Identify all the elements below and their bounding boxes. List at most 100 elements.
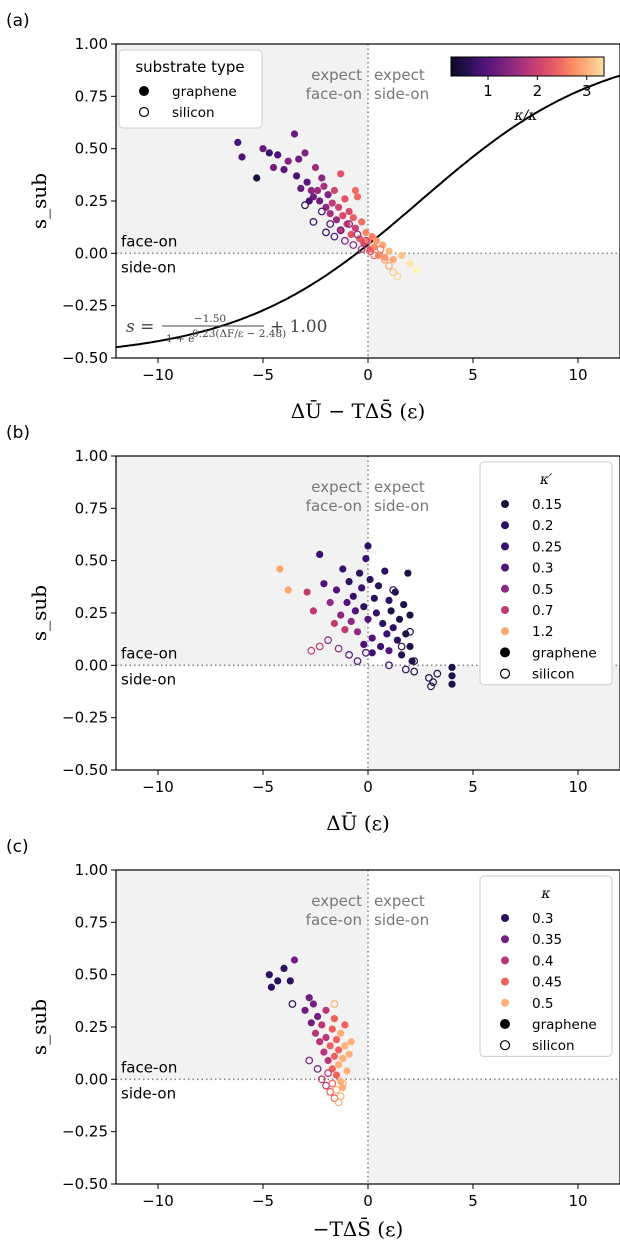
- data-point-graphene: [448, 663, 456, 672]
- y-tick-label: −0.50: [62, 1175, 108, 1193]
- data-point-silicon: [309, 217, 318, 226]
- data-point-graphene: [398, 251, 406, 259]
- data-point-graphene: [290, 130, 299, 138]
- data-point-graphene: [330, 619, 338, 628]
- data-point-silicon: [397, 642, 406, 651]
- data-point-silicon: [410, 657, 419, 665]
- colorbar-tick-label: 3: [582, 82, 592, 100]
- data-point-graphene: [234, 138, 242, 146]
- x-tick-label: −10: [142, 778, 174, 796]
- legend-marker-silicon: [138, 106, 150, 118]
- equation-denominator: 1 + e: [166, 333, 194, 345]
- data-point-graphene: [320, 1048, 328, 1056]
- legend-label: 0.5: [532, 996, 553, 1012]
- x-tick-label: −10: [142, 366, 174, 384]
- data-point-silicon: [341, 236, 349, 245]
- data-point-graphene: [284, 157, 292, 165]
- data-point-graphene: [364, 542, 372, 550]
- colorbar: 1 2 3 κ/κ′: [450, 56, 605, 124]
- data-point-graphene: [341, 626, 349, 634]
- y-tick-label: 0.25: [75, 604, 108, 622]
- face-on-label: face-on: [121, 232, 177, 250]
- sigmoid-fit-curve: [116, 74, 620, 349]
- data-point-graphene: [335, 203, 343, 211]
- data-point-silicon: [425, 674, 433, 682]
- side-on-label: side-on: [121, 670, 176, 688]
- data-point-graphene: [353, 628, 362, 636]
- y-axis-label: s_sub: [27, 585, 51, 641]
- y-tick-label: −0.25: [62, 709, 108, 727]
- data-point-graphene: [389, 256, 397, 264]
- colorbar-gradient: [450, 56, 605, 77]
- y-tick-label: 0.50: [75, 966, 108, 984]
- data-point-graphene: [353, 193, 362, 201]
- data-point-silicon: [315, 642, 324, 651]
- data-point-graphene: [377, 642, 385, 651]
- data-point-graphene: [389, 624, 397, 632]
- data-point-graphene: [337, 611, 345, 619]
- data-point-graphene: [316, 197, 324, 205]
- x-axis-label: −TΔS̄ (ε): [313, 1216, 404, 1241]
- data-point-graphene: [360, 603, 368, 611]
- shaded-region-bottom-right: [368, 1079, 620, 1184]
- data-point-graphene: [362, 555, 370, 563]
- data-point-silicon: [330, 1000, 339, 1008]
- colorbar-tick-label: 1: [483, 82, 493, 100]
- data-point-graphene: [358, 218, 366, 226]
- data-point-silicon: [317, 207, 326, 216]
- data-point-graphene: [265, 971, 273, 979]
- legend-marker-graphene: [139, 86, 149, 96]
- data-point-graphene: [398, 651, 406, 659]
- y-tick-label: 0.00: [75, 656, 108, 674]
- data-point-graphene: [385, 647, 393, 655]
- data-point-silicon: [305, 1056, 314, 1065]
- panel-b: −0.50 −0.25 0.00 0.25 0.50 0.75 1.00 −10 −5 0 5 10 (…: [6, 423, 620, 835]
- data-point-graphene: [406, 611, 414, 619]
- data-point-graphene: [303, 178, 311, 186]
- data-point-silicon: [427, 682, 435, 691]
- data-point-graphene: [374, 582, 383, 590]
- legend-marker-graphene: [500, 647, 510, 658]
- data-point-silicon: [401, 665, 410, 674]
- data-point-silicon: [324, 636, 333, 645]
- expect-side-on-line1: expect: [374, 478, 425, 496]
- data-point-graphene: [316, 1038, 324, 1046]
- data-point-graphene: [339, 565, 347, 573]
- x-tick-label: −10: [142, 1192, 174, 1210]
- data-point-silicon: [389, 586, 398, 594]
- expect-face-on-line2: face-on: [306, 911, 362, 929]
- x-tick-label: 0: [363, 778, 373, 796]
- data-point-graphene: [328, 1025, 336, 1033]
- data-point-graphene: [408, 657, 416, 665]
- legend-title: substrate type: [135, 58, 244, 76]
- legend-label: 0.3: [532, 561, 553, 577]
- data-point-silicon: [353, 657, 362, 665]
- data-point-graphene: [290, 956, 299, 964]
- data-point-graphene: [314, 1012, 322, 1021]
- data-point-silicon: [376, 245, 385, 254]
- expect-side-on-line1: expect: [374, 66, 425, 84]
- data-point-silicon: [313, 1064, 322, 1073]
- x-tick-label: 0: [363, 366, 373, 384]
- y-tick-label: 0.25: [75, 1018, 108, 1036]
- data-point-silicon: [322, 1081, 330, 1090]
- legend-label: 0.7: [532, 603, 553, 619]
- data-point-graphene: [293, 172, 301, 180]
- data-point-graphene: [341, 1021, 349, 1029]
- panel-c: −0.50 −0.25 0.00 0.25 0.50 0.75 1.00 −10 −5 0 5 10 (…: [6, 837, 620, 1241]
- data-point-graphene: [356, 569, 364, 577]
- data-point-graphene: [311, 163, 320, 172]
- expect-side-on-line2: side-on: [374, 497, 429, 515]
- data-point-silicon: [393, 272, 402, 281]
- data-point-graphene: [379, 619, 387, 628]
- legend-marker-color: [501, 542, 509, 551]
- data-point-graphene: [347, 1038, 355, 1046]
- legend-label: 0.25: [532, 539, 562, 555]
- legend-box: [118, 49, 263, 129]
- y-tick-label: 0.50: [75, 552, 108, 570]
- data-point-silicon: [357, 245, 366, 254]
- data-point-silicon: [334, 1098, 343, 1107]
- x-tick-label: −5: [252, 778, 274, 796]
- legend-label: 0.45: [532, 975, 562, 991]
